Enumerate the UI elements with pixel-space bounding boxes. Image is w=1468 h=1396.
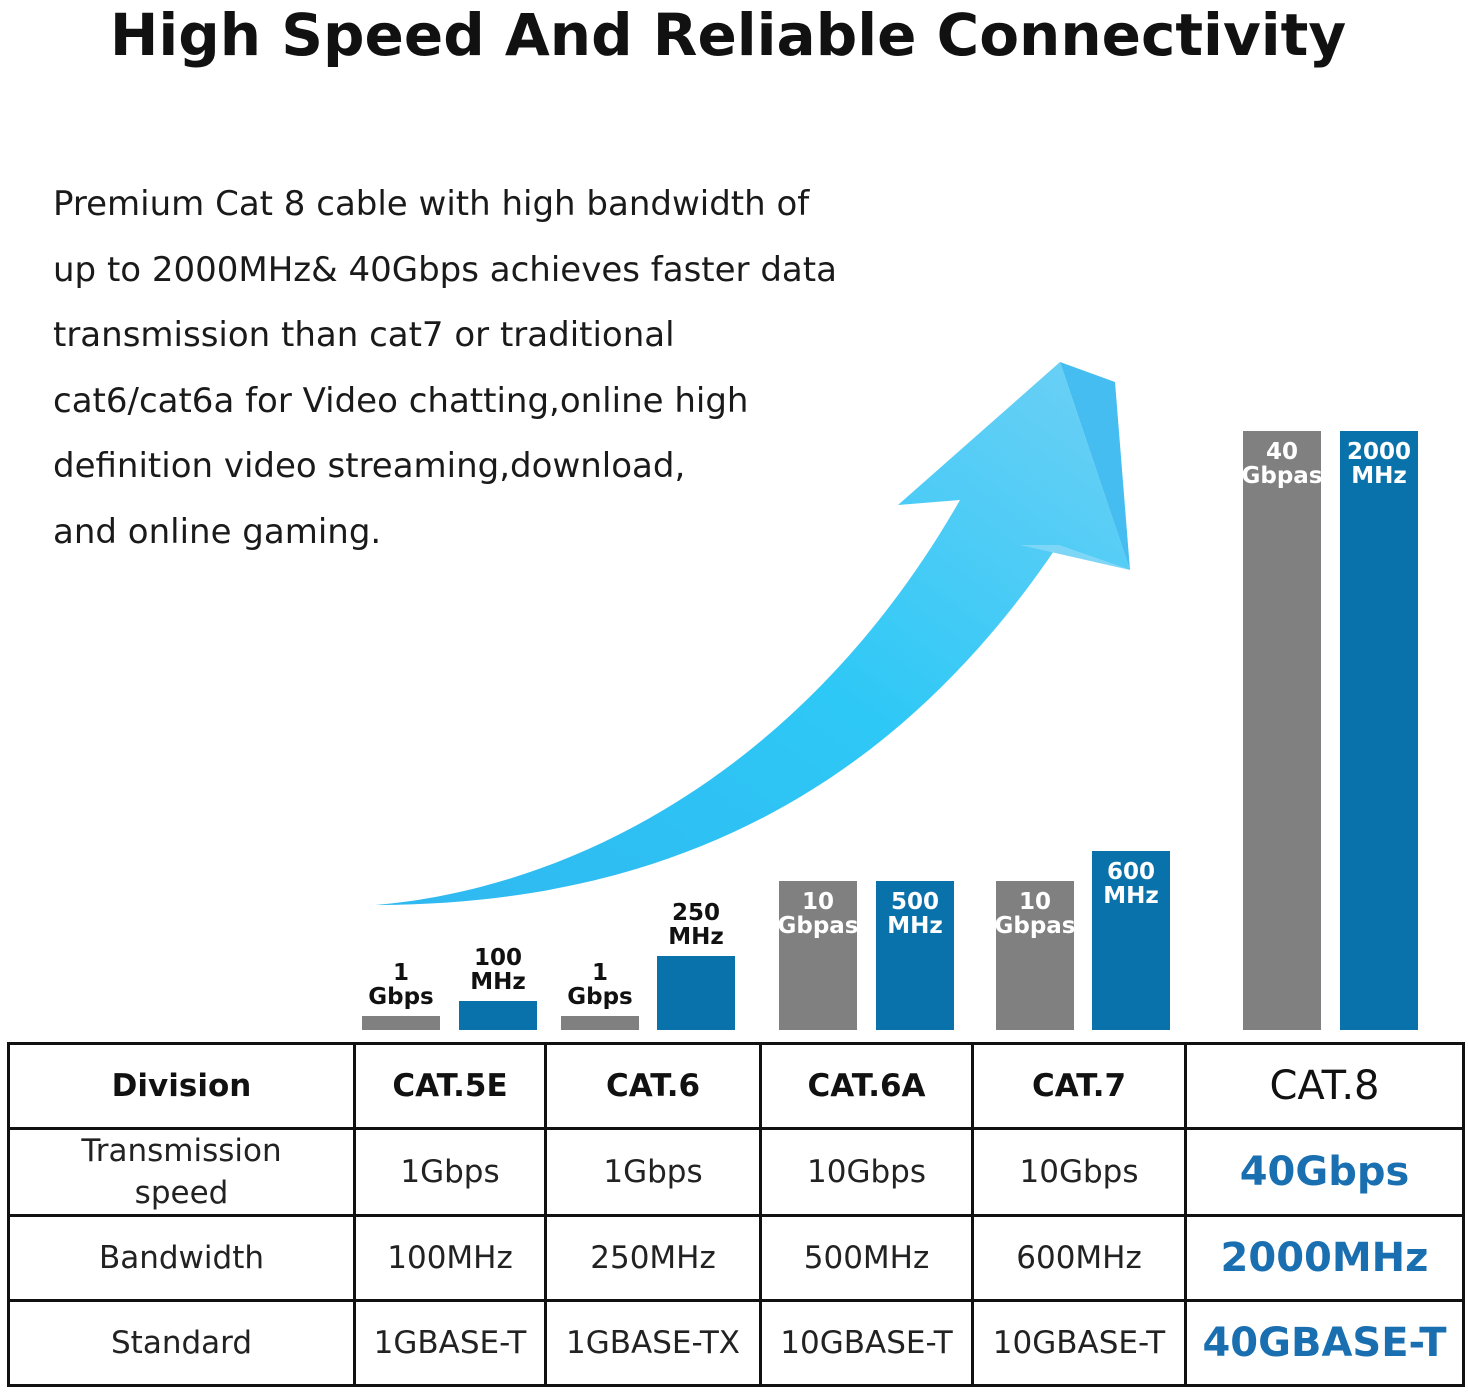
bar-data-label: Gbps (567, 984, 633, 1010)
table-row: Bandwidth 100MHz 250MHz 500MHz 600MHz 20… (7, 1214, 1465, 1302)
speed-bar (996, 881, 1074, 1030)
bar-data-label: 10 (1019, 889, 1051, 915)
header-cell: Division (7, 1042, 356, 1130)
bar-data-label: Gbpas (994, 913, 1075, 939)
bar-data-label: MHz (1103, 883, 1159, 909)
speed-bar (779, 881, 857, 1030)
bandwidth-bar (876, 881, 954, 1030)
table-cell: 600MHz (971, 1214, 1187, 1302)
table-cell: 10GBASE-T (759, 1299, 974, 1387)
table-header-row: Division CAT.5E CAT.6 CAT.6A CAT.7 CAT.8 (7, 1042, 1465, 1130)
header-cell: CAT.6A (759, 1042, 974, 1130)
description: Premium Cat 8 cable with high bandwidth … (53, 172, 933, 565)
bandwidth-bar (1092, 851, 1170, 1030)
bar-data-label: 40 (1266, 439, 1298, 465)
table-cell: 40Gbps (1184, 1127, 1465, 1217)
header-cell: CAT.6 (544, 1042, 762, 1130)
bar-data-label: MHz (470, 969, 526, 995)
header-cell: CAT.7 (971, 1042, 1187, 1130)
table-cell: 1GBASE-TX (544, 1299, 762, 1387)
table-cell: 10Gbps (971, 1127, 1187, 1217)
table-cell: 100MHz (353, 1214, 547, 1302)
description-line: and online gaming. (53, 511, 382, 552)
bar-data-label: 2000 (1347, 439, 1411, 465)
bar-data-label: 250 (672, 900, 720, 926)
bar-chart: 1Gbps1Gbps10Gbpas10Gbpas40Gbpas100MHz250… (362, 362, 1418, 1030)
bar-data-label: MHz (887, 913, 943, 939)
bandwidth-bar (657, 956, 735, 1030)
table-cell: Standard (7, 1299, 356, 1387)
bar-data-label: 100 (474, 945, 522, 971)
growth-arrow-icon (375, 362, 1130, 905)
table-cell: 1GBASE-T (353, 1299, 547, 1387)
bandwidth-bar (459, 1001, 537, 1030)
description-line: definition video streaming,download, (53, 446, 686, 486)
bar-data-label: 500 (891, 889, 939, 915)
bar-data-label: Gbpas (777, 913, 858, 939)
speed-bar (362, 1016, 440, 1030)
table-cell: 40GBASE-T (1184, 1299, 1465, 1387)
description-line: transmission than cat7 or traditional (53, 315, 675, 355)
table-cell: Transmission speed (7, 1127, 356, 1217)
bar-data-label: 1 (393, 960, 409, 986)
bar-data-label: MHz (1351, 463, 1407, 489)
page-title: High Speed And Reliable Connectivity (109, 1, 1347, 69)
table-cell: 500MHz (759, 1214, 974, 1302)
description-line: cat6/cat6a for Video chatting,online hig… (53, 380, 749, 421)
table-cell: 250MHz (544, 1214, 762, 1302)
speed-bar (1243, 431, 1321, 1030)
speed-bar (561, 1016, 639, 1030)
bar-data-label: Gbpas (1241, 463, 1322, 489)
bar-data-label: MHz (668, 924, 724, 950)
bandwidth-bar (1340, 431, 1418, 1030)
bar-data-label: 10 (802, 889, 834, 915)
table-row: Transmission speed 1Gbps 1Gbps 10Gbps 10… (7, 1127, 1465, 1217)
bar-data-label: 1 (592, 960, 608, 986)
table-cell: 1Gbps (544, 1127, 762, 1217)
bar-data-label: Gbps (368, 984, 434, 1010)
header-cell: CAT.5E (353, 1042, 547, 1130)
table-cell: 10GBASE-T (971, 1299, 1187, 1387)
description-line: up to 2000MHz& 40Gbps achieves faster da… (53, 249, 837, 290)
table-cell: 2000MHz (1184, 1214, 1465, 1302)
description-line: Premium Cat 8 cable with high bandwidth … (53, 184, 810, 224)
bar-data-label: 600 (1107, 859, 1155, 885)
comparison-table: Division CAT.5E CAT.6 CAT.6A CAT.7 CAT.8… (7, 1042, 1465, 1387)
table-row: Standard 1GBASE-T 1GBASE-TX 10GBASE-T 10… (7, 1299, 1465, 1387)
table-cell: 10Gbps (759, 1127, 974, 1217)
header-cell: CAT.8 (1184, 1042, 1465, 1130)
table-cell: 1Gbps (353, 1127, 547, 1217)
table-cell: Bandwidth (7, 1214, 356, 1302)
